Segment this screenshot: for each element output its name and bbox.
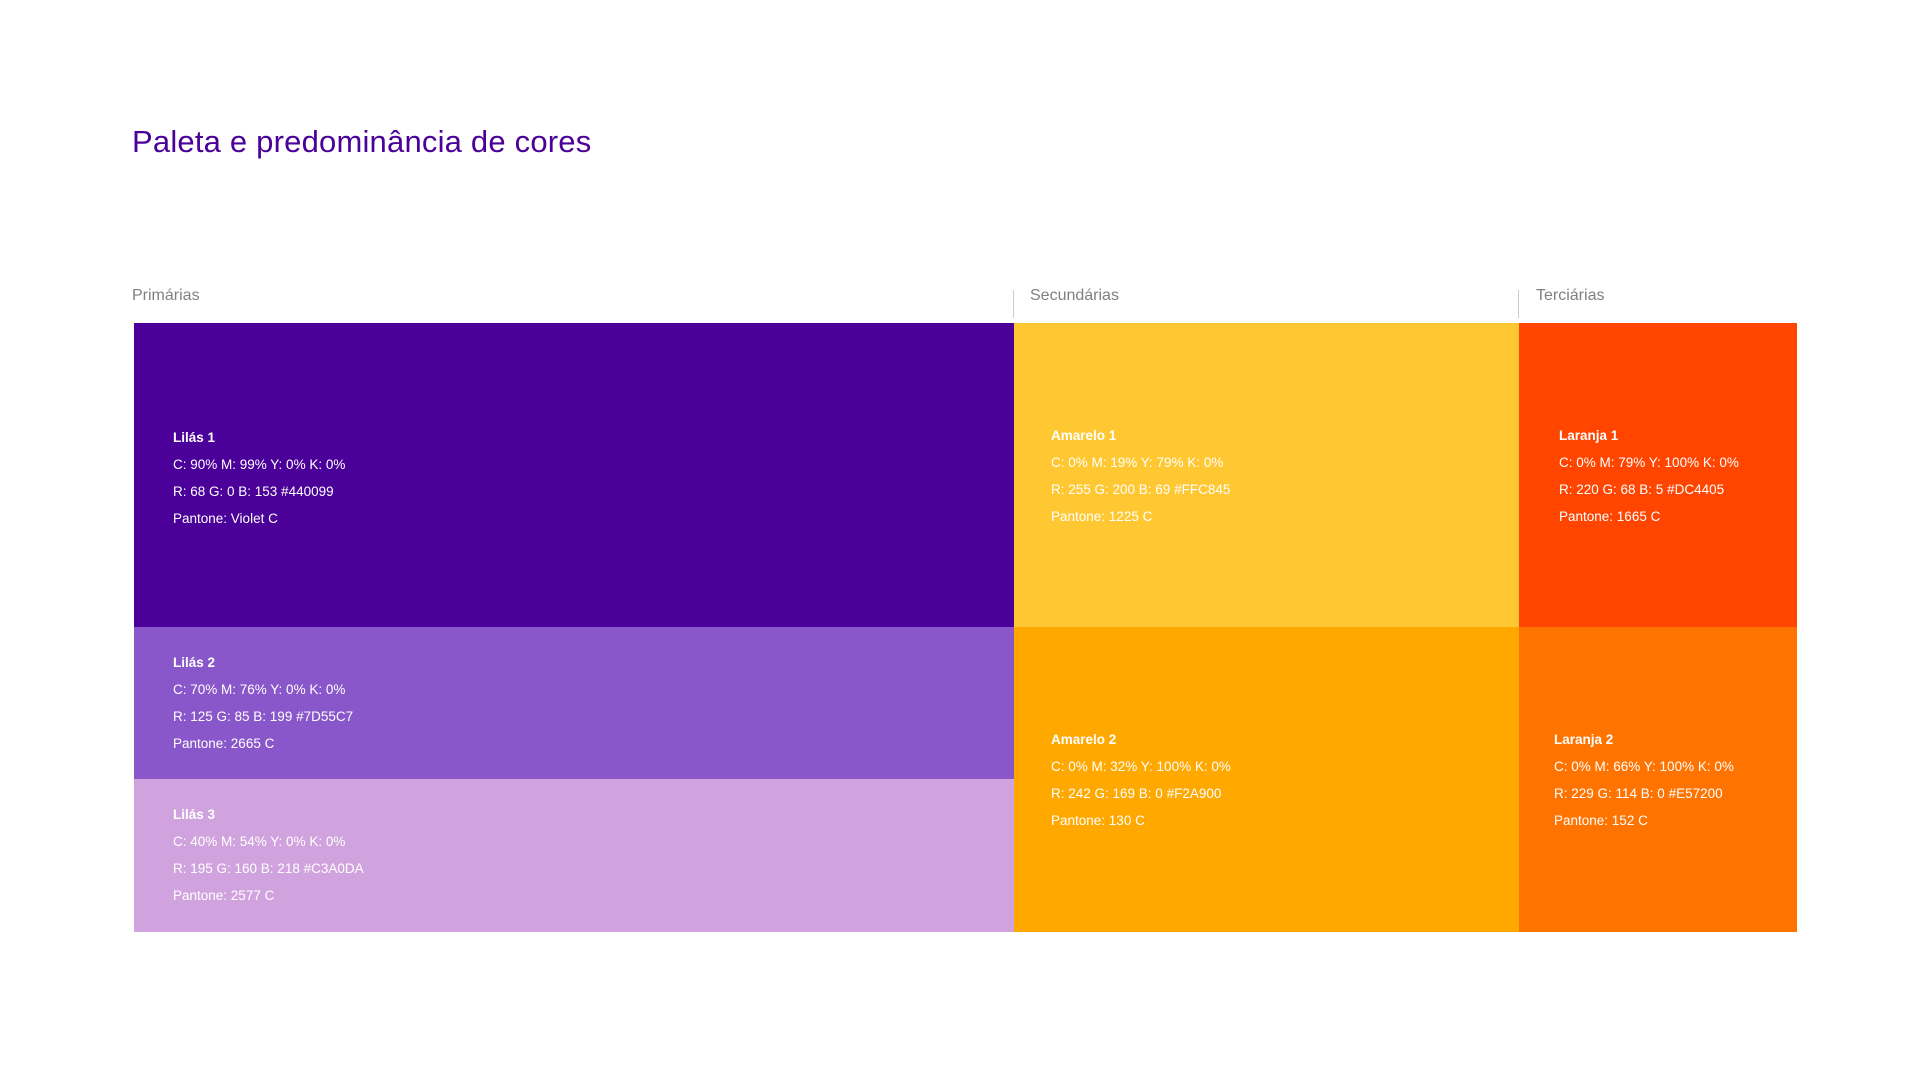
swatch-name: Lilás 2 bbox=[173, 655, 216, 670]
group-label-secundarias: Secundárias bbox=[1030, 287, 1119, 304]
swatch-info: Lilás 3 C: 40% M: 54% Y: 0% K: 0% R: 195… bbox=[173, 801, 364, 909]
divider-terciarias bbox=[1518, 290, 1519, 318]
swatch-lilas-3: Lilás 3 C: 40% M: 54% Y: 0% K: 0% R: 195… bbox=[134, 779, 1014, 932]
swatch-amarelo-2: Amarelo 2 C: 0% M: 32% Y: 100% K: 0% R: … bbox=[1014, 627, 1519, 932]
swatch-pantone: Pantone: 130 C bbox=[1051, 813, 1145, 828]
swatch-name: Amarelo 1 bbox=[1051, 428, 1117, 443]
swatch-cmyk: C: 0% M: 19% Y: 79% K: 0% bbox=[1051, 455, 1224, 470]
swatch-rgb-hex: R: 255 G: 200 B: 69 #FFC845 bbox=[1051, 482, 1231, 497]
swatch-amarelo-1: Amarelo 1 C: 0% M: 19% Y: 79% K: 0% R: 2… bbox=[1014, 323, 1519, 627]
swatch-rgb-hex: R: 125 G: 85 B: 199 #7D55C7 bbox=[173, 709, 354, 724]
swatch-name: Lilás 3 bbox=[173, 807, 216, 822]
swatch-rgb-hex: R: 195 G: 160 B: 218 #C3A0DA bbox=[173, 861, 364, 876]
swatch-cmyk: C: 70% M: 76% Y: 0% K: 0% bbox=[173, 682, 346, 697]
group-label-terciarias: Terciárias bbox=[1536, 287, 1605, 304]
divider-secundarias bbox=[1013, 290, 1014, 318]
swatch-cmyk: C: 40% M: 54% Y: 0% K: 0% bbox=[173, 834, 346, 849]
swatch-pantone: Pantone: 2577 C bbox=[173, 888, 275, 903]
swatch-lilas-1: Lilás 1 C: 90% M: 99% Y: 0% K: 0% R: 68 … bbox=[134, 323, 1014, 627]
swatch-laranja-2: Laranja 2 C: 0% M: 66% Y: 100% K: 0% R: … bbox=[1519, 627, 1797, 932]
swatch-info: Laranja 1 C: 0% M: 79% Y: 100% K: 0% R: … bbox=[1559, 422, 1739, 530]
swatch-cmyk: C: 0% M: 32% Y: 100% K: 0% bbox=[1051, 759, 1231, 774]
swatch-cmyk: C: 0% M: 79% Y: 100% K: 0% bbox=[1559, 455, 1739, 470]
swatch-info: Lilás 1 C: 90% M: 99% Y: 0% K: 0% R: 68 … bbox=[173, 424, 345, 532]
swatch-pantone: Pantone: 1225 C bbox=[1051, 509, 1153, 524]
swatch-rgb-hex: R: 242 G: 169 B: 0 #F2A900 bbox=[1051, 786, 1222, 801]
swatch-pantone: Pantone: 1665 C bbox=[1559, 509, 1661, 524]
swatch-info: Amarelo 2 C: 0% M: 32% Y: 100% K: 0% R: … bbox=[1051, 726, 1231, 834]
swatch-pantone: Pantone: Violet C bbox=[173, 511, 278, 526]
swatch-info: Laranja 2 C: 0% M: 66% Y: 100% K: 0% R: … bbox=[1554, 726, 1734, 834]
swatch-info: Amarelo 1 C: 0% M: 19% Y: 79% K: 0% R: 2… bbox=[1051, 422, 1230, 530]
swatch-name: Laranja 2 bbox=[1554, 732, 1614, 747]
swatch-name: Lilás 1 bbox=[173, 430, 216, 445]
swatch-cmyk: C: 90% M: 99% Y: 0% K: 0% bbox=[173, 457, 346, 472]
page-title: Paleta e predominância de cores bbox=[132, 124, 592, 159]
swatch-pantone: Pantone: 152 C bbox=[1554, 813, 1648, 828]
swatch-laranja-1: Laranja 1 C: 0% M: 79% Y: 100% K: 0% R: … bbox=[1519, 323, 1797, 627]
swatch-name: Laranja 1 bbox=[1559, 428, 1619, 443]
swatch-rgb-hex: R: 68 G: 0 B: 153 #440099 bbox=[173, 484, 334, 499]
swatch-info: Lilás 2 C: 70% M: 76% Y: 0% K: 0% R: 125… bbox=[173, 649, 353, 757]
group-label-primarias: Primárias bbox=[132, 287, 200, 304]
swatch-rgb-hex: R: 229 G: 114 B: 0 #E57200 bbox=[1554, 786, 1723, 801]
swatch-rgb-hex: R: 220 G: 68 B: 5 #DC4405 bbox=[1559, 482, 1725, 497]
swatch-cmyk: C: 0% M: 66% Y: 100% K: 0% bbox=[1554, 759, 1734, 774]
swatch-lilas-2: Lilás 2 C: 70% M: 76% Y: 0% K: 0% R: 125… bbox=[134, 627, 1014, 779]
swatch-pantone: Pantone: 2665 C bbox=[173, 736, 275, 751]
swatch-name: Amarelo 2 bbox=[1051, 732, 1117, 747]
